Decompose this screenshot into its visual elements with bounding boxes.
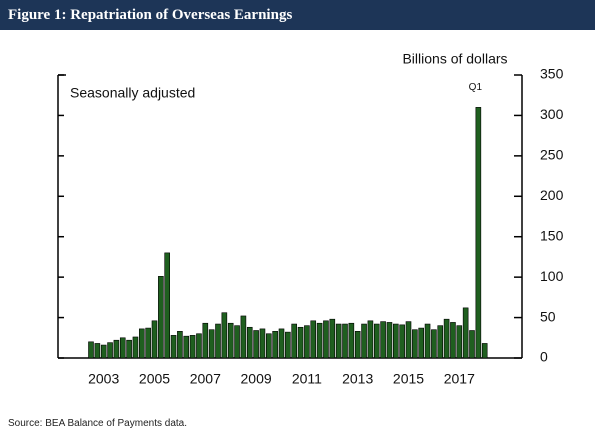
bar bbox=[100, 344, 107, 359]
title-banner: Figure 1: Repatriation of Overseas Earni… bbox=[0, 0, 595, 30]
bar bbox=[304, 325, 310, 359]
bar bbox=[208, 329, 215, 359]
bar bbox=[399, 324, 405, 359]
bar bbox=[386, 322, 393, 359]
x-tick-label: 2015 bbox=[393, 371, 424, 387]
bar bbox=[342, 323, 348, 359]
bar bbox=[253, 330, 259, 359]
y-tick-label: 350 bbox=[540, 66, 564, 82]
bar bbox=[310, 320, 317, 359]
bar bbox=[443, 318, 450, 359]
x-tick-label: 2003 bbox=[88, 371, 119, 387]
source: Source: BEA Balance of Payments data. bbox=[8, 418, 187, 429]
bar bbox=[177, 331, 183, 359]
bar bbox=[424, 323, 431, 359]
bar bbox=[392, 323, 399, 359]
bar bbox=[145, 327, 151, 359]
bar bbox=[189, 335, 196, 359]
bar bbox=[297, 326, 304, 359]
bar bbox=[259, 328, 266, 359]
bar bbox=[170, 335, 177, 359]
bar bbox=[234, 325, 240, 359]
bar bbox=[227, 322, 234, 359]
bar bbox=[450, 322, 456, 359]
chart: Billions of dollars Seasonally adjusted … bbox=[57, 51, 564, 387]
y-tick-label: 200 bbox=[540, 187, 564, 203]
bar bbox=[405, 321, 412, 359]
y-tick-label: 100 bbox=[540, 268, 564, 284]
bar bbox=[475, 107, 482, 359]
bar bbox=[151, 320, 158, 359]
y-tick-label: 300 bbox=[540, 106, 564, 122]
bar bbox=[88, 341, 94, 359]
bar bbox=[278, 328, 285, 359]
bar bbox=[272, 331, 278, 359]
bar bbox=[215, 323, 221, 359]
bar bbox=[291, 323, 298, 359]
y-tick-label: 150 bbox=[540, 227, 564, 243]
bar bbox=[373, 323, 380, 359]
x-tick-label: 2017 bbox=[444, 371, 475, 387]
spike-label: Q1 bbox=[469, 82, 483, 93]
bar bbox=[285, 331, 291, 359]
bar bbox=[323, 320, 329, 359]
bar bbox=[183, 335, 190, 359]
x-tick-label: 2005 bbox=[139, 371, 170, 387]
bar bbox=[348, 322, 355, 359]
bar bbox=[481, 343, 488, 359]
bar bbox=[265, 333, 272, 359]
bar bbox=[437, 325, 444, 359]
bar bbox=[367, 320, 374, 359]
y-tick-label: 0 bbox=[540, 349, 548, 365]
bar bbox=[335, 323, 342, 359]
bar bbox=[469, 330, 475, 359]
bar bbox=[380, 321, 386, 359]
x-tick-label: 2007 bbox=[190, 371, 221, 387]
bar bbox=[164, 252, 170, 359]
bar bbox=[196, 333, 202, 359]
bar bbox=[361, 323, 367, 359]
bar bbox=[119, 337, 126, 359]
annotation: Seasonally adjusted bbox=[70, 85, 195, 101]
bar bbox=[418, 327, 425, 359]
bar bbox=[221, 312, 228, 359]
x-tick-label: 2009 bbox=[241, 371, 272, 387]
x-tick-label: 2013 bbox=[342, 371, 373, 387]
bar bbox=[329, 318, 336, 359]
bar bbox=[107, 342, 113, 359]
bar bbox=[412, 329, 418, 359]
bar bbox=[316, 322, 323, 359]
bar bbox=[202, 322, 209, 359]
bar bbox=[126, 339, 132, 359]
bar bbox=[246, 326, 253, 359]
bar bbox=[94, 343, 101, 359]
y-tick-label: 250 bbox=[540, 147, 564, 163]
y-tick-label: 50 bbox=[540, 308, 556, 324]
bar bbox=[113, 339, 120, 359]
bar bbox=[139, 328, 145, 359]
bar bbox=[431, 329, 437, 359]
bar bbox=[462, 307, 469, 359]
bar bbox=[456, 325, 463, 359]
bar bbox=[132, 336, 139, 359]
x-tick-label: 2011 bbox=[292, 371, 322, 387]
bar bbox=[158, 276, 164, 359]
bar bbox=[354, 331, 361, 359]
bar bbox=[240, 315, 247, 359]
unit-label: Billions of dollars bbox=[402, 51, 507, 67]
